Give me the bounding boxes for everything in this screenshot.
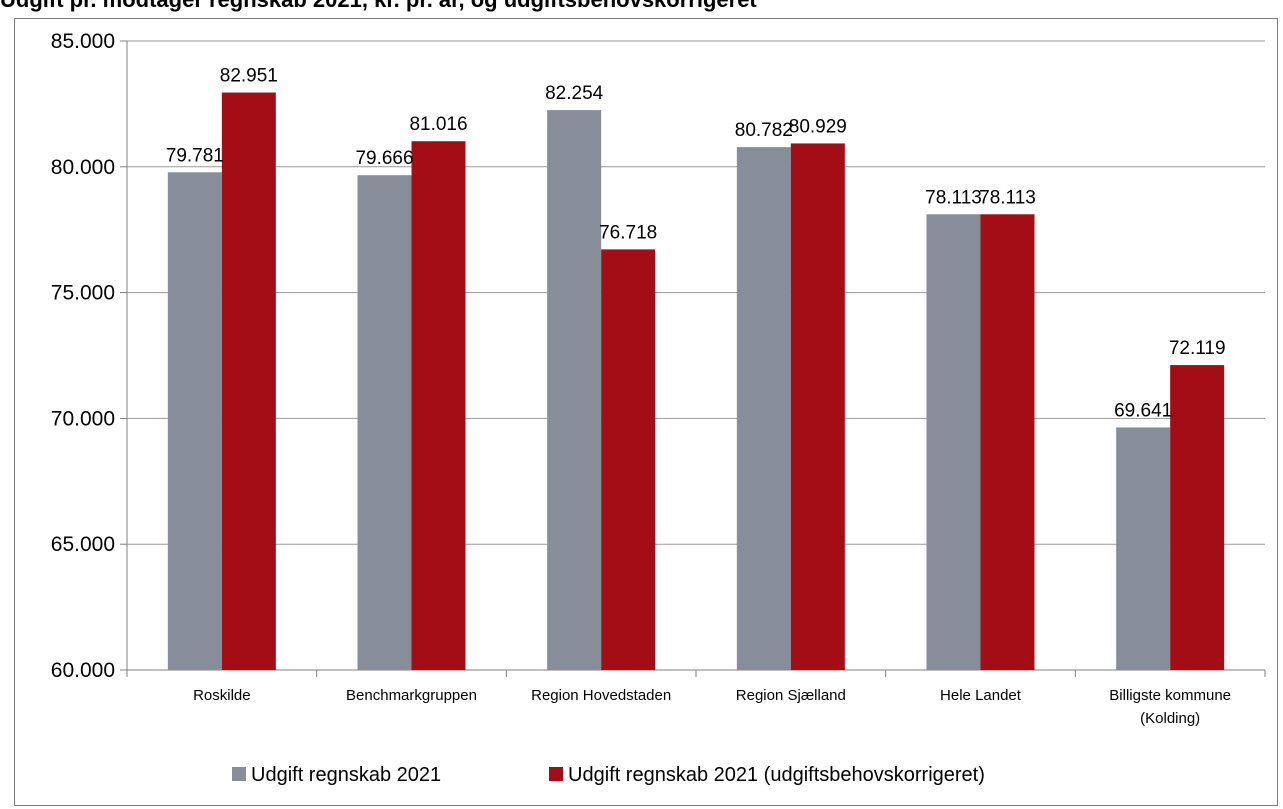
bar [1170, 365, 1225, 670]
axes: 60.000 65.000 70.000 75.000 80.000 85.000 Rosk… [51, 30, 1266, 727]
y-tick-label: 75.000 [51, 282, 115, 305]
x-tick-label: Benchmarkgruppen [346, 687, 477, 704]
x-tick-label: Billigste kommune [1109, 687, 1231, 704]
data-label: 79.666 [355, 148, 413, 169]
data-label: 79.781 [166, 145, 224, 166]
bar [980, 214, 1035, 670]
bar [790, 143, 845, 670]
data-labels: 79.781 82.951 79.666 81.016 82.254 76.718 80.7… [166, 66, 1226, 422]
data-label: 82.254 [545, 83, 604, 104]
bar [221, 92, 276, 670]
data-label: 78.113 [925, 187, 982, 208]
data-label: 81.016 [409, 114, 467, 135]
y-tick-label: 60.000 [51, 659, 115, 682]
data-label: 82.951 [220, 66, 278, 87]
x-tick-label: Region Hovedstaden [531, 687, 671, 704]
y-tick-label: 65.000 [51, 533, 115, 556]
data-label: 72.119 [1169, 338, 1226, 359]
y-tick-label: 70.000 [51, 407, 115, 430]
data-label: 69.641 [1114, 400, 1172, 421]
x-tick-label: Roskilde [193, 687, 251, 704]
x-tick-label: Region Sjælland [736, 687, 846, 704]
bar [357, 175, 412, 671]
y-tick-label: 85.000 [51, 30, 115, 53]
data-label: 76.718 [599, 222, 657, 243]
data-label: 78.113 [979, 187, 1036, 208]
bar [411, 141, 466, 671]
bar [736, 147, 791, 670]
y-tick-label: 80.000 [51, 156, 115, 179]
bars [167, 92, 1225, 671]
x-tick-label: (Kolding) [1140, 710, 1200, 727]
chart-title-fragment: Udgift pr. modtager regnskab 2021, kr. p… [0, 0, 1283, 14]
legend-swatch [232, 767, 246, 781]
legend-label: Udgift regnskab 2021 (udgiftsbehovskorri… [568, 764, 985, 786]
data-label: 80.929 [789, 116, 847, 137]
bar [1116, 427, 1171, 670]
chart-frame [14, 18, 1278, 806]
legend-swatch [549, 767, 563, 781]
legend-label: Udgift regnskab 2021 [251, 764, 441, 786]
bar [167, 172, 222, 670]
bar [547, 110, 602, 671]
gridlines [127, 40, 1265, 545]
x-tick-label: Hele Landet [940, 687, 1022, 704]
data-label: 80.782 [735, 120, 793, 141]
legend: Udgift regnskab 2021 Udgift regnskab 2021… [232, 764, 985, 786]
bar [601, 249, 656, 670]
bar [926, 214, 981, 670]
